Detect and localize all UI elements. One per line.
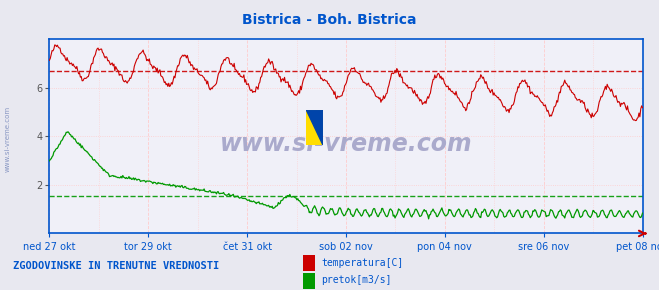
Text: ZGODOVINSKE IN TRENUTNE VREDNOSTI: ZGODOVINSKE IN TRENUTNE VREDNOSTI	[13, 261, 219, 271]
Polygon shape	[306, 110, 323, 145]
Text: temperatura[C]: temperatura[C]	[322, 258, 404, 268]
Text: Bistrica - Boh. Bistrica: Bistrica - Boh. Bistrica	[243, 13, 416, 27]
Text: www.si-vreme.com: www.si-vreme.com	[5, 106, 11, 172]
Text: www.si-vreme.com: www.si-vreme.com	[219, 132, 473, 156]
Text: pretok[m3/s]: pretok[m3/s]	[322, 276, 392, 285]
